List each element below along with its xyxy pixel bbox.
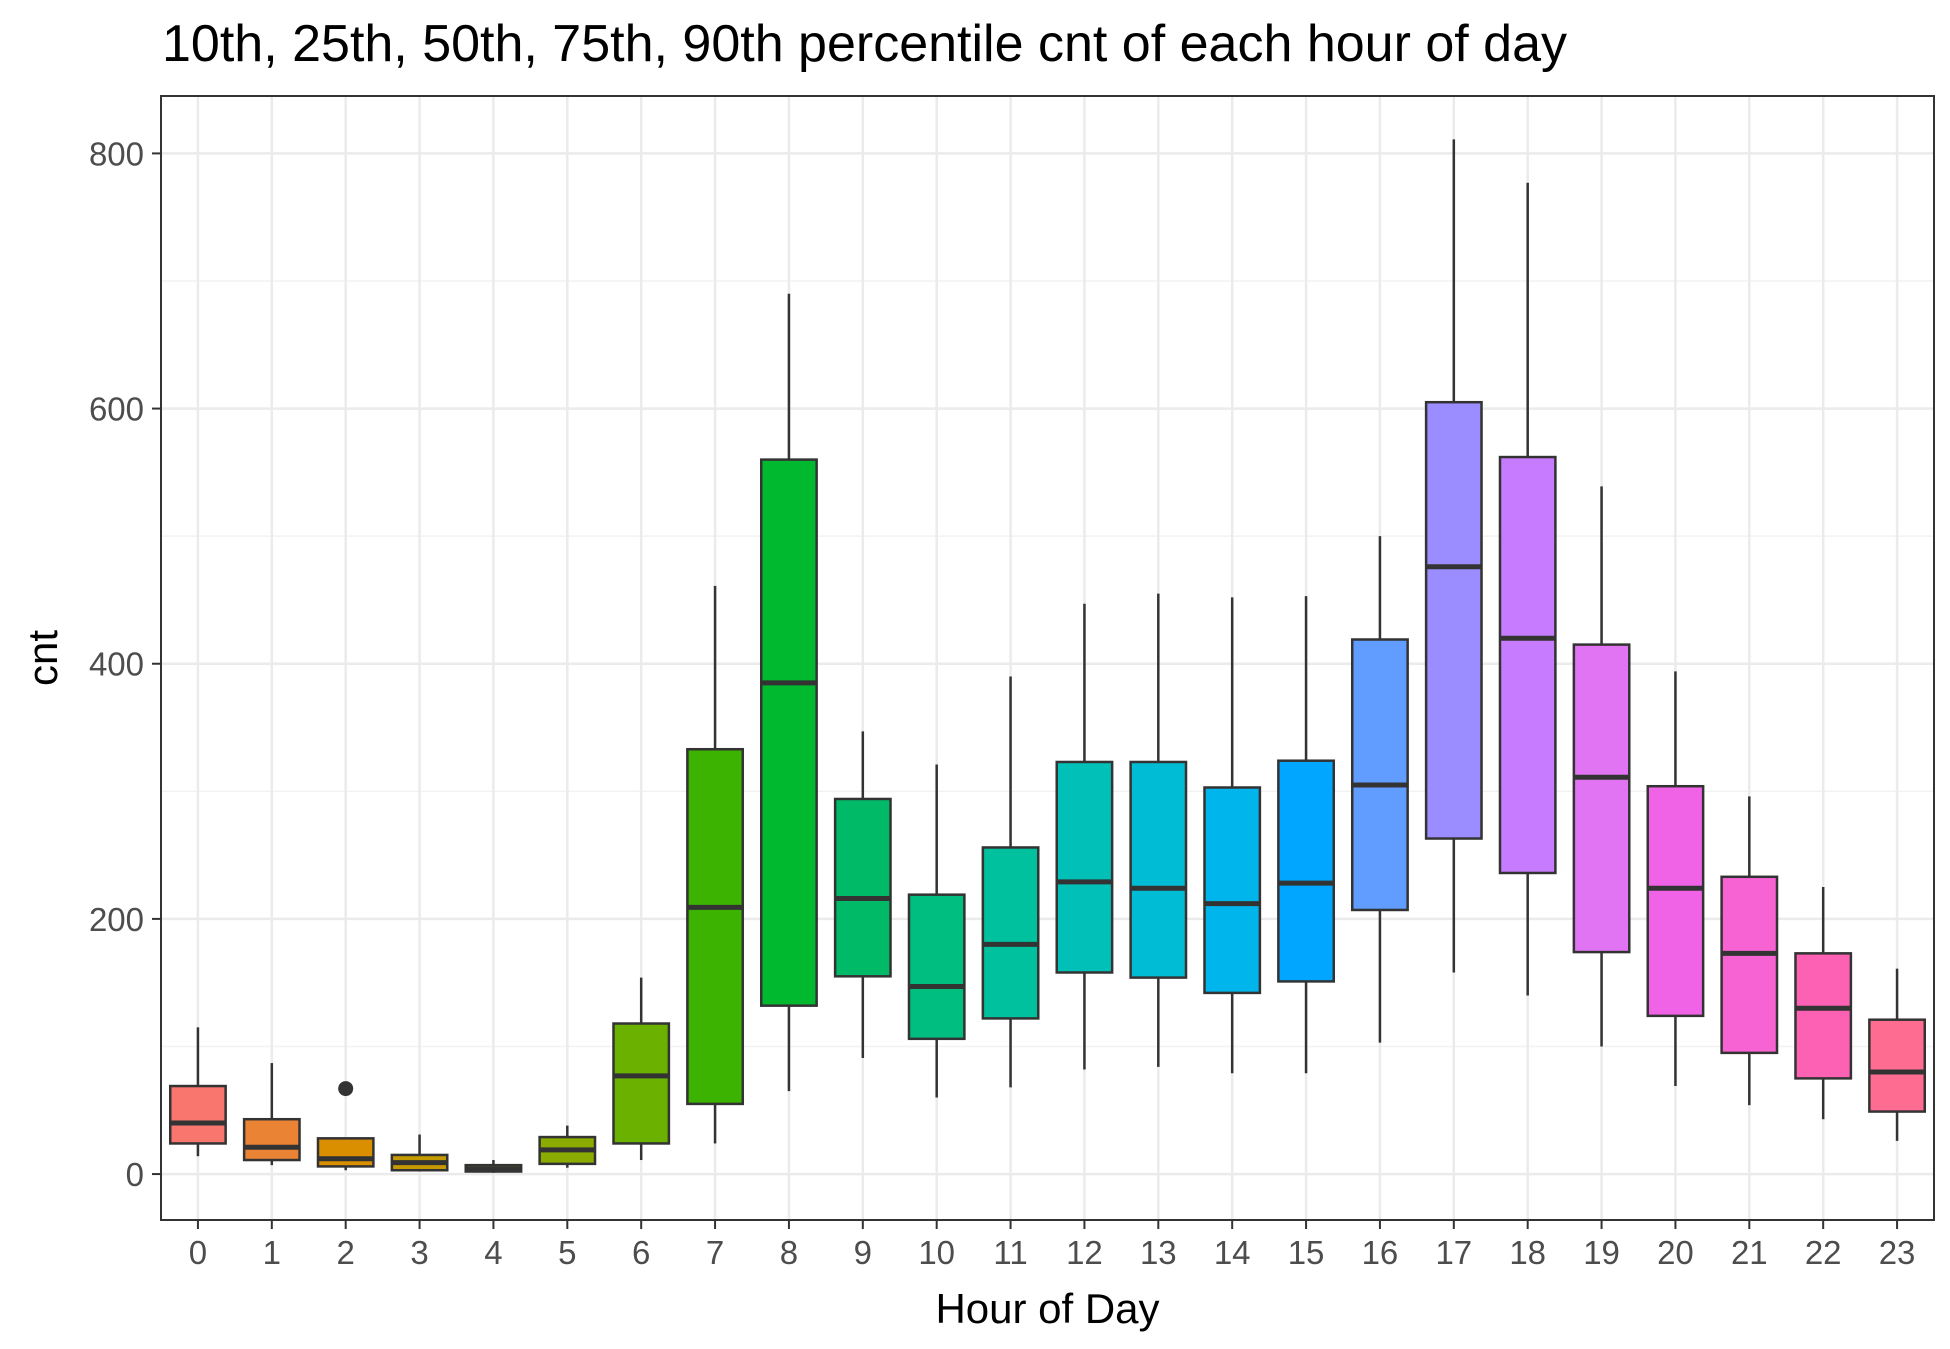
x-tick-label: 11 xyxy=(993,1234,1027,1271)
box-hour-1 xyxy=(242,1063,301,1166)
box-iqr xyxy=(1794,952,1853,1080)
x-tick-label: 15 xyxy=(1288,1234,1325,1271)
box-hour-2 xyxy=(316,1081,375,1171)
box-iqr xyxy=(1720,875,1779,1055)
box-iqr xyxy=(907,893,966,1041)
box-iqr xyxy=(833,797,892,978)
box-iqr xyxy=(1277,759,1336,983)
box-hour-18 xyxy=(1498,182,1557,996)
box-hour-16 xyxy=(1350,536,1409,1043)
outlier-point xyxy=(338,1081,354,1097)
box-iqr xyxy=(759,458,818,1007)
box-hour-15 xyxy=(1277,596,1336,1074)
box-hour-5 xyxy=(538,1125,597,1168)
box-hour-21 xyxy=(1720,796,1779,1106)
box-hour-13 xyxy=(1129,593,1188,1067)
x-tick-label: 2 xyxy=(337,1234,355,1271)
x-tick-label: 20 xyxy=(1657,1234,1694,1271)
box-series xyxy=(168,139,1927,1173)
box-hour-14 xyxy=(1203,597,1262,1074)
box-hour-11 xyxy=(981,676,1040,1088)
box-iqr xyxy=(316,1137,375,1168)
x-tick-label: 19 xyxy=(1583,1234,1620,1271)
y-tick-label: 0 xyxy=(126,1156,144,1193)
box-hour-0 xyxy=(168,1027,227,1157)
box-iqr xyxy=(1572,643,1631,954)
x-tick-label: 7 xyxy=(706,1234,724,1271)
x-tick-label: 21 xyxy=(1731,1234,1768,1271)
box-hour-22 xyxy=(1794,887,1853,1120)
y-axis-title: cnt xyxy=(19,630,66,686)
panel-border xyxy=(160,95,1935,1221)
box-iqr xyxy=(612,1022,671,1145)
x-tick-label: 23 xyxy=(1879,1234,1916,1271)
x-tick-label: 8 xyxy=(780,1234,798,1271)
box-iqr xyxy=(981,846,1040,1020)
box-iqr xyxy=(242,1117,301,1162)
box-hour-20 xyxy=(1646,671,1705,1087)
box-iqr xyxy=(1129,760,1188,979)
x-tick-label: 0 xyxy=(189,1234,207,1271)
box-iqr xyxy=(168,1084,227,1145)
box-hour-7 xyxy=(686,585,745,1144)
box-iqr xyxy=(1646,784,1705,1018)
x-tick-label: 22 xyxy=(1805,1234,1842,1271)
box-iqr xyxy=(1424,400,1483,840)
x-tick-label: 18 xyxy=(1509,1234,1546,1271)
x-tick-label: 4 xyxy=(484,1234,502,1271)
box-hour-17 xyxy=(1424,139,1483,973)
box-hour-19 xyxy=(1572,486,1631,1047)
box-hour-10 xyxy=(907,764,966,1098)
x-tick-label: 3 xyxy=(410,1234,428,1271)
box-iqr xyxy=(1498,455,1557,875)
x-tick-label: 1 xyxy=(263,1234,281,1271)
box-iqr xyxy=(1203,786,1262,995)
x-tick-label: 6 xyxy=(632,1234,650,1271)
box-hour-12 xyxy=(1055,603,1114,1070)
x-tick-label: 10 xyxy=(918,1234,955,1271)
x-tick-label: 17 xyxy=(1435,1234,1472,1271)
x-tick-label: 16 xyxy=(1362,1234,1399,1271)
x-tick-label: 12 xyxy=(1066,1234,1103,1271)
x-tick-label: 5 xyxy=(558,1234,576,1271)
x-tick-label: 9 xyxy=(854,1234,872,1271)
box-hour-6 xyxy=(612,977,671,1161)
box-iqr xyxy=(1350,638,1409,912)
y-tick-label: 200 xyxy=(89,901,144,938)
x-tick-label: 13 xyxy=(1140,1234,1177,1271)
x-tick-label: 14 xyxy=(1214,1234,1251,1271)
box-hour-8 xyxy=(759,293,818,1092)
box-iqr xyxy=(686,747,745,1106)
box-hour-9 xyxy=(833,731,892,1058)
y-tick-label: 800 xyxy=(89,135,144,172)
box-hour-4 xyxy=(464,1160,523,1173)
grid-lines xyxy=(161,96,1934,1220)
box-iqr xyxy=(1868,1018,1927,1113)
box-iqr xyxy=(1055,760,1114,974)
y-tick-label: 600 xyxy=(89,391,144,428)
box-hour-23 xyxy=(1868,968,1927,1141)
x-axis-title: Hour of Day xyxy=(935,1285,1159,1332)
y-tick-label: 400 xyxy=(89,646,144,683)
chart-title: 10th, 25th, 50th, 75th, 90th percentile … xyxy=(162,15,1567,73)
box-hour-3 xyxy=(390,1134,449,1172)
